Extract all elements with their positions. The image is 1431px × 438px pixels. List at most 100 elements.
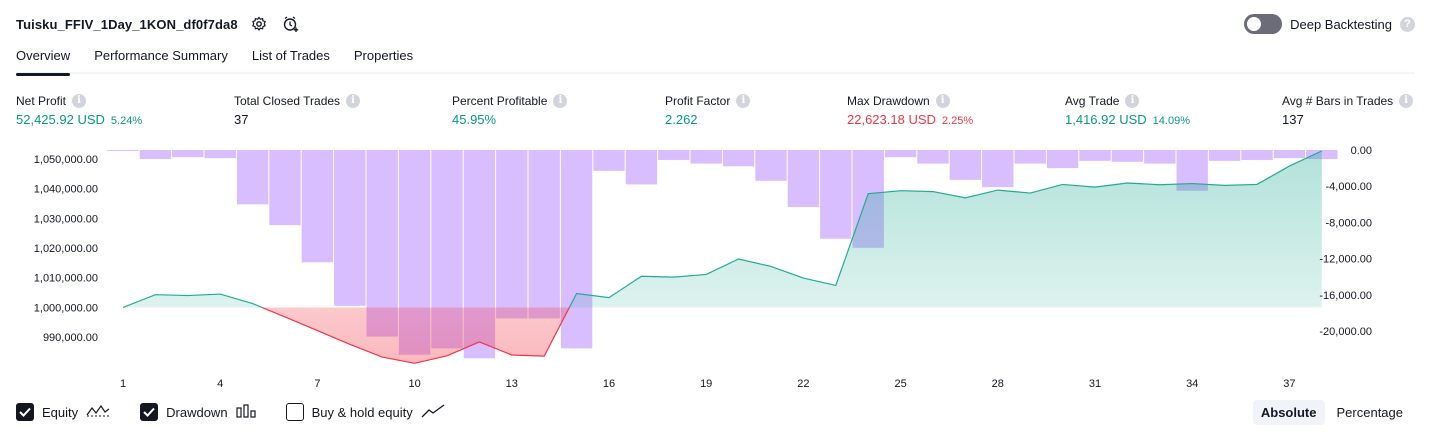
- metric-label: Total Closed Trades: [234, 94, 341, 108]
- equity-checkbox[interactable]: [16, 403, 34, 421]
- left-tick-label: 1,040,000.00: [34, 184, 98, 196]
- deep-backtesting-control: Deep Backtesting ?: [1244, 12, 1415, 36]
- info-icon[interactable]: [1125, 94, 1140, 108]
- info-icon[interactable]: [935, 94, 950, 108]
- info-icon[interactable]: [736, 94, 751, 108]
- settings-icon[interactable]: [248, 13, 270, 35]
- x-tick-label: 19: [700, 378, 712, 390]
- metric-label: Avg Trade: [1065, 94, 1120, 108]
- buy-hold-checkbox[interactable]: [285, 403, 304, 421]
- metric-percent: 14.09%: [1152, 115, 1190, 127]
- right-axis: 0.00 -4,000.00 -8,000.00 -12,000.00 -16,000.…: [1319, 145, 1372, 338]
- percentage-button[interactable]: Percentage: [1336, 405, 1404, 420]
- strategy-name: Tuisku_FFIV_1Day_1KON_df0f7da8: [16, 16, 238, 32]
- drawdown-bar: [917, 150, 949, 164]
- metric-total-closed-trades: Total Closed Trades 37: [234, 94, 361, 127]
- toggle-knob: [1247, 17, 1262, 31]
- x-tick-label: 34: [1186, 378, 1198, 390]
- metric-value: 45.95%: [452, 112, 497, 127]
- drawdown-bar: [884, 150, 917, 158]
- metric-value: 2.262: [665, 112, 698, 127]
- drawdown-bar: [236, 150, 269, 205]
- equity-line-profit: [122, 150, 1323, 308]
- metric-value: 52,425.92 USD: [16, 112, 105, 127]
- drawdown-bar: [982, 150, 1014, 188]
- legend-buy-hold[interactable]: Buy & hold equity: [285, 403, 445, 421]
- info-icon[interactable]: [553, 94, 568, 108]
- deep-backtesting-toggle[interactable]: [1244, 14, 1283, 34]
- x-tick-label: 7: [314, 378, 320, 390]
- right-tick-label: -20,000.00: [1319, 326, 1372, 338]
- equity-series: [122, 150, 1323, 364]
- drawdown-bar: [755, 150, 787, 181]
- drawdown-bar: [301, 150, 334, 263]
- equity-line-icon: [86, 404, 110, 421]
- left-tick-label: 1,050,000.00: [34, 154, 98, 166]
- tab-properties[interactable]: Properties: [353, 48, 414, 63]
- x-tick-label: 37: [1283, 378, 1295, 390]
- info-icon[interactable]: [346, 94, 361, 108]
- add-alert-clock-icon[interactable]: [280, 13, 302, 35]
- x-tick-label: 22: [797, 378, 809, 390]
- left-axis: 1,050,000.00 1,040,000.00 1,030,000.00 1,02…: [34, 154, 98, 344]
- tab-overview[interactable]: Overview: [16, 48, 71, 76]
- right-tick-label: -12,000.00: [1319, 254, 1372, 266]
- equity-drawdown-chart[interactable]: 1,050,000.00 1,040,000.00 1,030,000.00 1,02…: [0, 140, 1431, 395]
- drawdown-bar: [1079, 150, 1111, 161]
- metric-percent: 5.24%: [110, 115, 143, 127]
- left-tick-label: 990,000.00: [43, 332, 98, 344]
- legend-label: Drawdown: [166, 404, 228, 420]
- metric-value: 137: [1282, 112, 1304, 127]
- drawdown-bar: [1111, 150, 1144, 162]
- drawdown-bar: [366, 150, 398, 337]
- drawdown-bar: [528, 150, 560, 319]
- buy-hold-line-icon: [421, 403, 445, 421]
- right-tick-label: -16,000.00: [1319, 290, 1372, 302]
- drawdown-bar: [1208, 150, 1241, 161]
- tab-performance-summary[interactable]: Performance Summary: [94, 48, 228, 63]
- metric-net-profit: Net Profit 52,425.92 USD 5.24%: [16, 94, 142, 127]
- drawdown-bar: [625, 150, 658, 185]
- absolute-button[interactable]: Absolute: [1252, 400, 1325, 425]
- info-icon[interactable]: [1399, 94, 1414, 108]
- drawdown-bar: [787, 150, 820, 208]
- legend-label: Equity: [42, 404, 79, 420]
- drawdown-bar: [172, 150, 204, 158]
- drawdown-bar: [496, 150, 528, 319]
- left-tick-label: 1,000,000.00: [34, 302, 98, 314]
- legend-label: Buy & hold equity: [311, 404, 413, 420]
- drawdown-bars-icon: [235, 403, 256, 421]
- legend-drawdown[interactable]: Drawdown: [140, 403, 256, 421]
- drawdown-bar: [204, 150, 236, 159]
- drawdown-bar: [820, 150, 852, 239]
- equity-loss-area: [261, 307, 570, 364]
- help-icon[interactable]: ?: [1400, 16, 1415, 32]
- drawdown-bar: [269, 150, 301, 226]
- drawdown-bar: [1241, 150, 1273, 160]
- drawdown-bar: [722, 150, 755, 167]
- left-tick-label: 1,030,000.00: [34, 213, 98, 225]
- legend-equity[interactable]: Equity: [16, 403, 110, 421]
- drawdown-bar: [139, 150, 172, 160]
- deep-backtesting-label: Deep Backtesting: [1290, 16, 1392, 32]
- metric-label: Avg # Bars in Trades: [1282, 94, 1394, 108]
- drawdown-bar: [1046, 150, 1079, 169]
- drawdown-checkbox[interactable]: [140, 403, 159, 421]
- metric-percent: 2.25%: [941, 115, 974, 127]
- value-mode-switch: Absolute Percentage: [1252, 400, 1411, 425]
- drawdown-bar: [1014, 150, 1046, 164]
- x-tick-label: 25: [894, 378, 906, 390]
- right-tick-label: 0.00: [1351, 145, 1372, 157]
- x-tick-label: 10: [408, 378, 420, 390]
- metric-profit-factor: Profit Factor 2.262: [665, 94, 751, 127]
- x-tick-label: 13: [506, 378, 518, 390]
- tab-list-of-trades[interactable]: List of Trades: [251, 48, 330, 63]
- drawdown-bar: [690, 150, 722, 164]
- drawdown-bar: [949, 150, 982, 180]
- metric-label: Net Profit: [16, 94, 67, 108]
- metric-value: 22,623.18 USD: [847, 112, 936, 127]
- metric-avg-bars: Avg # Bars in Trades 137: [1282, 94, 1414, 127]
- info-icon[interactable]: [72, 94, 87, 108]
- drawdown-bar: [560, 150, 593, 349]
- equity-profit-area: [123, 150, 1322, 308]
